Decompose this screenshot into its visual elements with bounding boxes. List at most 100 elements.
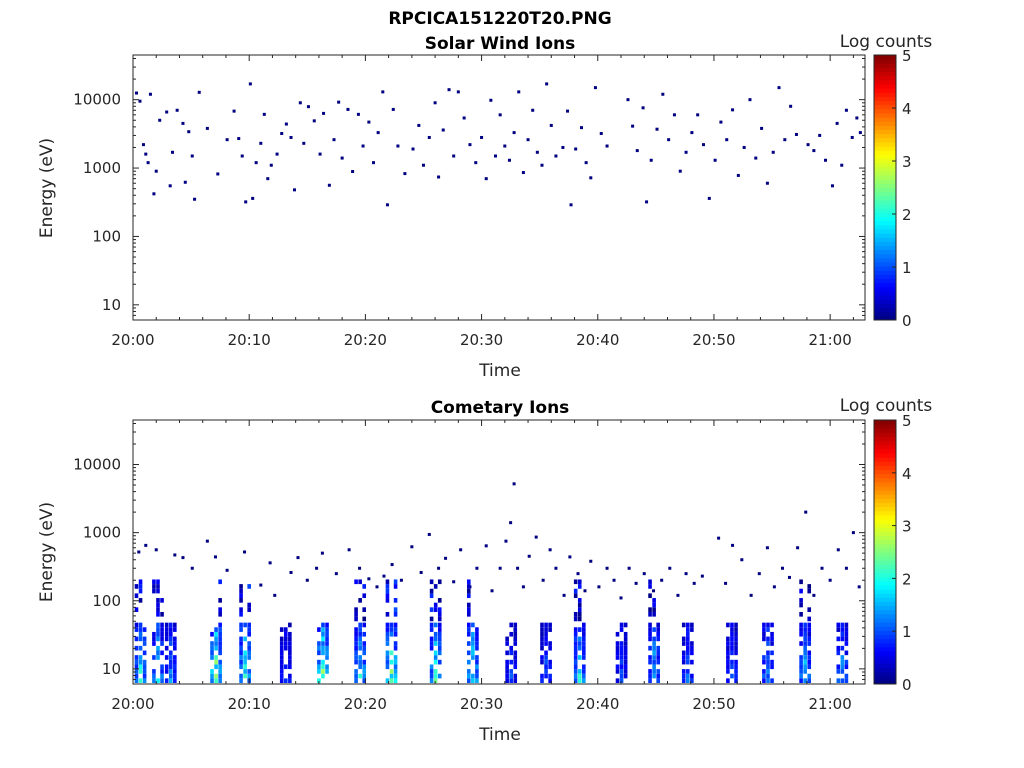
spectrogram-cell xyxy=(288,650,292,656)
spectrogram-cell xyxy=(652,659,656,665)
data-point xyxy=(619,596,623,600)
spectrogram-cell xyxy=(686,678,690,684)
spectrogram-cell xyxy=(325,622,329,628)
data-point xyxy=(134,91,138,95)
data-point xyxy=(315,566,319,570)
spectrogram-cell xyxy=(513,655,518,660)
spectrogram-cell xyxy=(279,659,284,665)
data-point xyxy=(660,578,664,582)
colorbar-segment xyxy=(874,601,896,607)
spectrogram-cell xyxy=(840,622,845,628)
spectrogram-cell xyxy=(437,622,442,628)
spectrogram-cell xyxy=(466,579,471,585)
spectrogram-cell xyxy=(389,650,394,656)
spectrogram-cell xyxy=(393,622,398,628)
x-axis-label: Time xyxy=(478,361,521,381)
colorbar-segment xyxy=(874,535,896,541)
spectrogram-cell xyxy=(844,631,849,637)
data-point xyxy=(403,172,407,176)
spectrogram-cell xyxy=(214,631,218,637)
spectrogram-cell xyxy=(770,636,774,642)
spectrogram-cell xyxy=(762,673,766,679)
colorbar-segment xyxy=(874,237,896,242)
spectrogram-cell xyxy=(168,627,173,632)
spectrogram-cell xyxy=(803,655,807,660)
colorbar-segment xyxy=(874,572,896,578)
spectrogram-cell xyxy=(540,631,544,637)
spectrogram-cell xyxy=(317,669,321,674)
spectrogram-cell xyxy=(648,622,652,628)
data-point xyxy=(248,82,252,86)
data-point xyxy=(731,543,735,547)
spectrogram-cell xyxy=(173,622,177,628)
colorbar-segment xyxy=(874,638,896,644)
spectrogram-cell xyxy=(354,678,358,684)
spectrogram-cell xyxy=(279,669,284,674)
spectrogram-cell xyxy=(840,636,845,642)
data-point xyxy=(244,200,248,204)
spectrogram-cell xyxy=(385,650,390,656)
spectrogram-cell xyxy=(138,584,143,589)
spectrogram-cell xyxy=(540,645,544,651)
spectrogram-cell xyxy=(686,673,690,679)
colorbar-segment xyxy=(874,307,896,313)
colorbar-segment xyxy=(874,79,896,85)
spectrogram-cell xyxy=(505,641,509,646)
colorbar-segment xyxy=(874,141,896,147)
spectrogram-cell xyxy=(582,622,586,628)
spectrogram-cell xyxy=(247,641,251,646)
y-tick-label: 10 xyxy=(102,660,121,678)
data-point xyxy=(549,123,553,127)
spectrogram-cell xyxy=(437,611,442,617)
colorbar-segment xyxy=(874,543,896,549)
colorbar-segment xyxy=(874,618,896,623)
spectrogram-cell xyxy=(544,673,548,679)
spectrogram-cell xyxy=(799,673,803,679)
spectrogram-cell xyxy=(283,636,288,642)
spectrogram-cell xyxy=(138,631,143,637)
x-axis-label: Time xyxy=(478,725,521,745)
colorbar-tick-label: 2 xyxy=(902,570,912,588)
data-point xyxy=(634,581,638,585)
spectrogram-cell xyxy=(656,650,660,656)
spectrogram-cell xyxy=(807,607,812,612)
spectrogram-cell xyxy=(385,664,390,670)
spectrogram-cell xyxy=(730,650,734,656)
spectrogram-cell xyxy=(475,631,479,637)
spectrogram-cell xyxy=(540,678,544,684)
colorbar-segment xyxy=(874,651,896,656)
spectrogram-cell xyxy=(164,655,169,660)
spectrogram-cell xyxy=(513,659,518,665)
spectrogram-cell xyxy=(807,664,812,670)
spectrogram-cell xyxy=(615,645,620,651)
spectrogram-cell xyxy=(317,678,321,684)
spectrogram-cell xyxy=(288,655,292,660)
data-point xyxy=(840,163,844,167)
spectrogram-cell xyxy=(577,598,582,603)
spectrogram-cell xyxy=(354,611,358,617)
x-tick-label: 20:20 xyxy=(344,331,387,349)
spectrogram-cell xyxy=(354,659,358,665)
spectrogram-cell xyxy=(385,598,390,603)
data-point xyxy=(504,539,508,543)
spectrogram-cell xyxy=(138,636,143,642)
colorbar-segment xyxy=(874,453,896,458)
colorbar-segment xyxy=(874,506,896,512)
data-point xyxy=(823,158,827,162)
spectrogram-cell xyxy=(762,636,766,642)
spectrogram-cell xyxy=(142,659,147,665)
spectrogram-cell xyxy=(803,645,807,651)
spectrogram-cell xyxy=(389,659,394,665)
spectrogram-cell xyxy=(619,627,624,632)
spectrogram-cell xyxy=(325,641,329,646)
data-point xyxy=(187,130,191,134)
data-point xyxy=(576,572,580,576)
data-point xyxy=(562,593,566,597)
data-point xyxy=(190,154,194,158)
spectrogram-cell xyxy=(164,622,169,628)
spectrogram-cell xyxy=(317,664,321,670)
x-tick-label: 20:00 xyxy=(111,331,154,349)
spectrogram-cell xyxy=(577,678,582,684)
spectrogram-cell xyxy=(475,645,479,651)
data-point xyxy=(568,555,572,559)
